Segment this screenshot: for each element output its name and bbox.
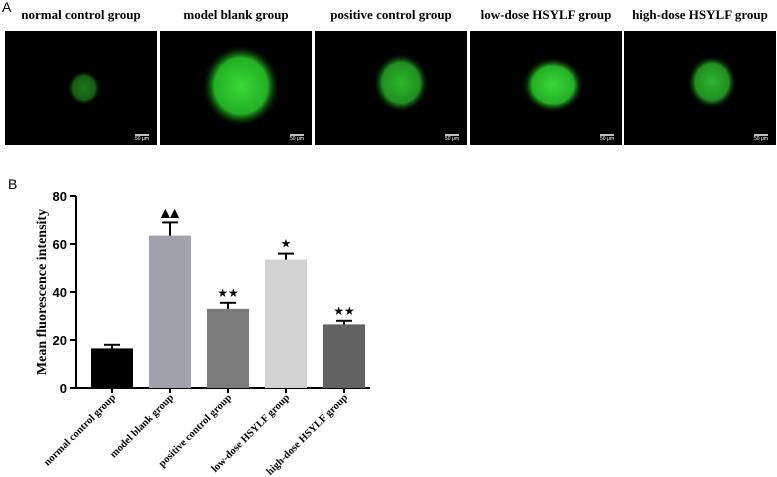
significance-mark: ★★ bbox=[333, 304, 355, 318]
cell bbox=[688, 56, 736, 108]
y-tick-label: 40 bbox=[53, 285, 67, 300]
image-title: model blank group bbox=[183, 7, 288, 22]
image-title: positive control group bbox=[330, 7, 452, 22]
y-tick-label: 80 bbox=[53, 189, 67, 204]
scale-bar-label: 50 μm bbox=[754, 136, 768, 142]
y-tick-label: 20 bbox=[53, 333, 67, 348]
cell bbox=[203, 46, 279, 126]
scale-bar-label: 50 μm bbox=[135, 136, 149, 142]
image-title: normal control group bbox=[21, 7, 140, 22]
y-tick-label: 0 bbox=[60, 381, 67, 396]
significance-mark: ★ bbox=[281, 237, 292, 251]
cell bbox=[374, 54, 428, 112]
cell bbox=[523, 58, 583, 112]
image-title: high-dose HSYLF group bbox=[632, 7, 768, 22]
bar bbox=[207, 308, 249, 388]
x-tick-label: normal control group bbox=[42, 392, 118, 468]
significance-mark: ★★ bbox=[217, 286, 239, 300]
bar bbox=[323, 324, 365, 388]
image-title: low-dose HSYLF group bbox=[481, 7, 612, 22]
y-tick-label: 60 bbox=[53, 237, 67, 252]
significance-mark: ▲▲ bbox=[161, 205, 180, 219]
y-axis-label: Mean fluorescence intensity bbox=[35, 209, 50, 375]
scale-bar-label: 50 μm bbox=[445, 136, 459, 142]
bar bbox=[149, 235, 191, 388]
bar bbox=[265, 259, 307, 388]
scale-bar-label: 50 μm bbox=[600, 136, 614, 142]
panel-label: A bbox=[2, 0, 12, 15]
panel-label: B bbox=[8, 176, 17, 192]
x-tick-label: model blank group bbox=[108, 392, 176, 460]
bar bbox=[91, 348, 133, 388]
scale-bar-label: 50 μm bbox=[290, 136, 304, 142]
cell bbox=[68, 71, 100, 105]
